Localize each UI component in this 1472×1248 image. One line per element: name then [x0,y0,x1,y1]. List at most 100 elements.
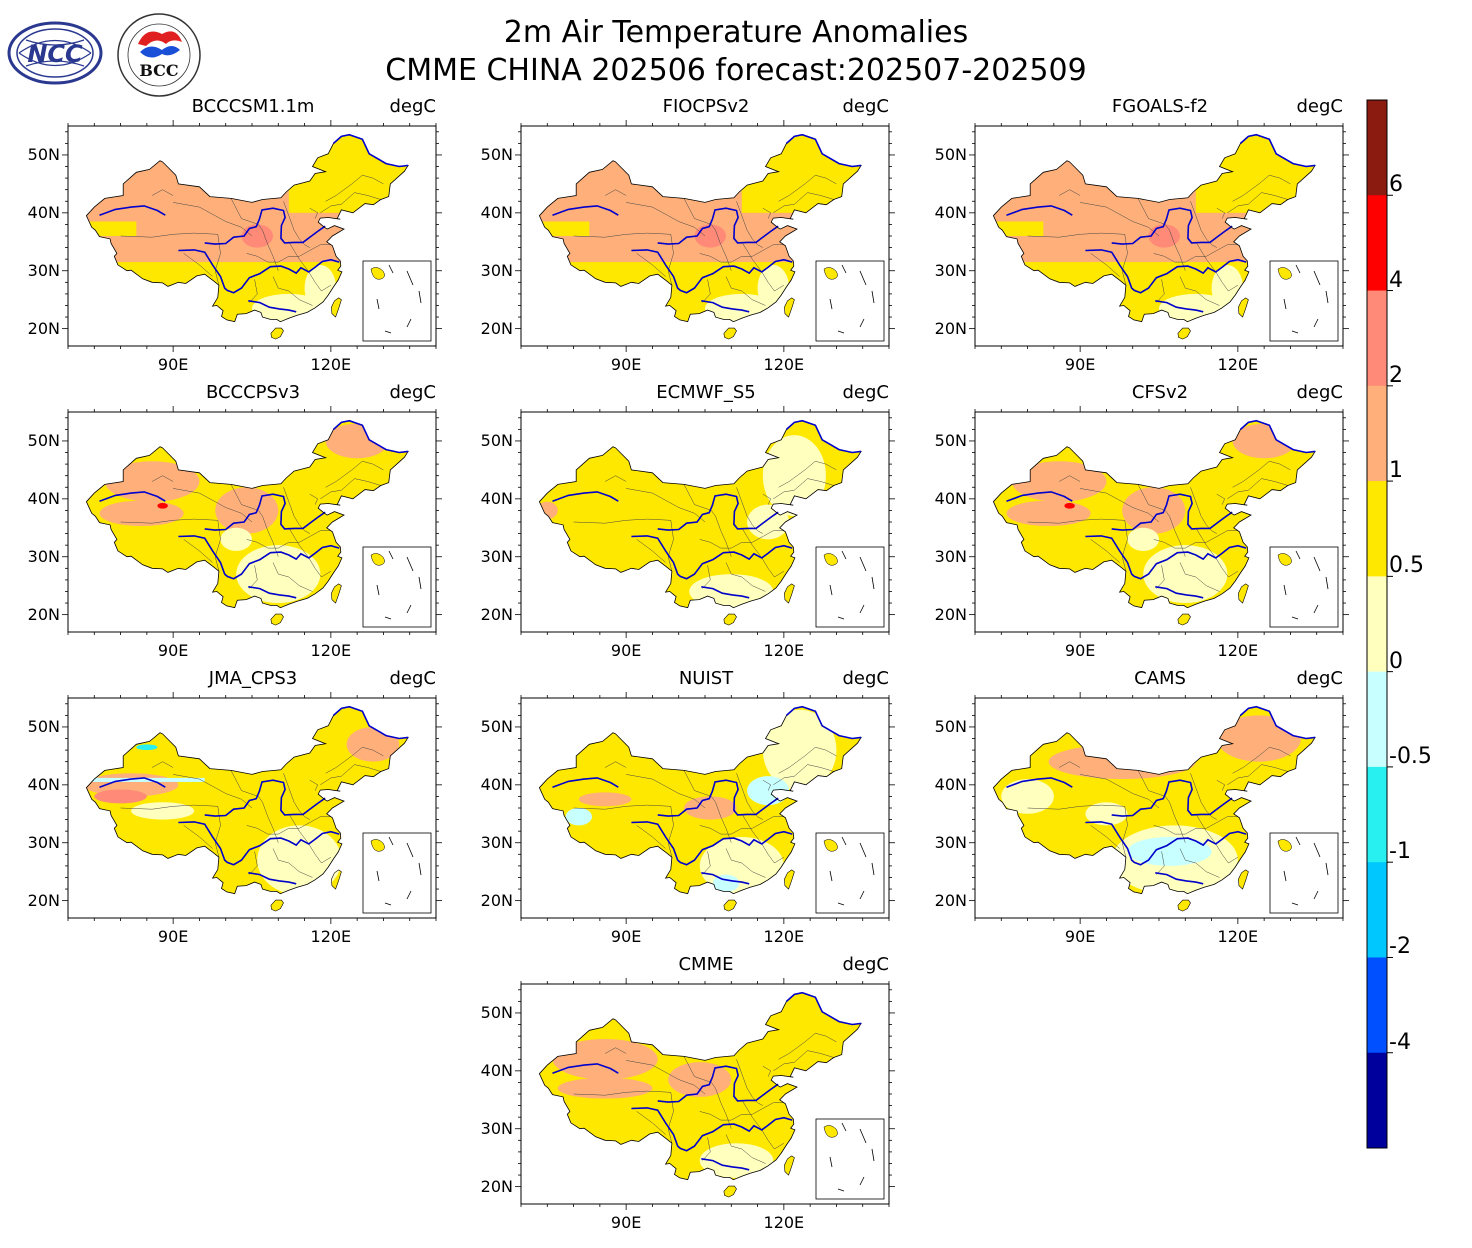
lon-tick-label: 120E [763,641,805,660]
river-line [204,207,326,245]
river-line [1111,493,1233,531]
river-line [99,491,166,502]
colorbar-label: -2 [1389,934,1411,960]
panel-title-cams: CAMS [1134,668,1186,689]
china-outline [538,992,862,1181]
lat-tick-label: 20N [934,604,967,624]
china-outline [538,706,862,895]
panel-title-bcccpsv3: BCCCPSv3 [205,382,301,403]
colorbar-label: 1 [1389,458,1403,484]
lat-tick-label: 30N [480,832,513,852]
lat-tick-label: 50N [934,716,967,736]
river-line [1006,777,1073,788]
river-line [332,133,409,168]
river-line [552,777,619,788]
lat-tick-label: 30N [480,546,513,566]
lon-tick-label: 120E [1217,927,1259,946]
china-outline [85,420,409,609]
lat-tick-label: 30N [480,1118,513,1138]
lat-tick-label: 50N [480,144,513,164]
lat-tick-label: 40N [27,202,60,222]
river-line [785,419,862,454]
map-panel-fgoals-f2 [969,120,1349,352]
river-line [1006,205,1073,216]
lat-tick-label: 20N [934,890,967,910]
river-line [248,872,297,885]
lon-tick-label: 120E [763,927,805,946]
river-line [552,1063,619,1074]
ncc-logo: NCC [7,21,103,85]
lon-tick-label: 120E [1217,355,1259,374]
lon-tick-label: 90E [610,355,642,374]
south-china-sea-inset [362,260,432,342]
panel-title-fgoals-f2: FGOALS-f2 [1111,96,1209,117]
river-line [204,779,326,817]
south-china-sea-inset [362,546,432,628]
river-line [552,491,619,502]
lat-tick-label: 40N [934,774,967,794]
river-line [657,779,779,817]
river-line [1239,705,1316,740]
river-line [332,705,409,740]
lat-tick-label: 40N [480,202,513,222]
lat-tick-label: 20N [27,604,60,624]
lat-tick-label: 20N [480,604,513,624]
lat-tick-label: 30N [27,546,60,566]
map-panel-jma-cps3 [62,692,442,924]
map-panel-fiocpsv2 [515,120,895,352]
lat-tick-label: 30N [934,546,967,566]
lat-tick-label: 20N [480,318,513,338]
lat-tick-label: 40N [934,202,967,222]
colorbar [1366,99,1393,1149]
lon-tick-label: 90E [610,1213,642,1232]
colorbar-swatch [1367,290,1387,387]
river-line [631,535,793,580]
svg-text:BCC: BCC [139,61,178,80]
south-china-sea-inset [1269,546,1339,628]
south-china-sea-inset [815,1118,885,1200]
river-line [1239,419,1316,454]
lon-tick-label: 90E [1064,641,1096,660]
lat-tick-label: 40N [27,774,60,794]
lat-tick-label: 50N [480,716,513,736]
lat-tick-label: 50N [27,716,60,736]
lon-tick-label: 90E [157,355,189,374]
river-line [785,133,862,168]
lon-tick-label: 90E [1064,355,1096,374]
river-line [631,1107,793,1152]
map-panel-cfsv2 [969,406,1349,638]
colorbar-label: -1 [1389,839,1411,865]
china-outline [85,134,409,323]
colorbar-swatch [1367,766,1387,863]
lat-tick-label: 50N [480,430,513,450]
lat-tick-label: 40N [480,774,513,794]
lat-tick-label: 20N [934,318,967,338]
river-line [1085,821,1247,866]
lon-tick-label: 120E [310,927,352,946]
svg-text:NCC: NCC [27,40,83,68]
colorbar-swatch [1367,576,1387,673]
river-line [552,205,619,216]
colorbar-swatch [1367,385,1387,482]
colorbar-swatch [1367,862,1387,958]
river-line [204,493,326,531]
lon-tick-label: 90E [610,927,642,946]
river-line [99,777,166,788]
south-china-sea-inset [362,832,432,914]
china-outline [992,134,1316,323]
lat-tick-label: 40N [934,488,967,508]
river-line [1085,535,1247,580]
lat-tick-label: 30N [934,832,967,852]
china-outline [538,420,862,609]
colorbar-label: 4 [1389,267,1403,293]
river-line [785,705,862,740]
lat-tick-label: 30N [27,832,60,852]
panel-unit-label: degC [389,96,437,117]
china-outline [85,706,409,895]
lat-tick-label: 20N [27,318,60,338]
river-line [701,300,750,313]
panel-title-nuist: NUIST [678,668,734,689]
river-line [1006,491,1073,502]
map-panel-cmme [515,978,895,1210]
